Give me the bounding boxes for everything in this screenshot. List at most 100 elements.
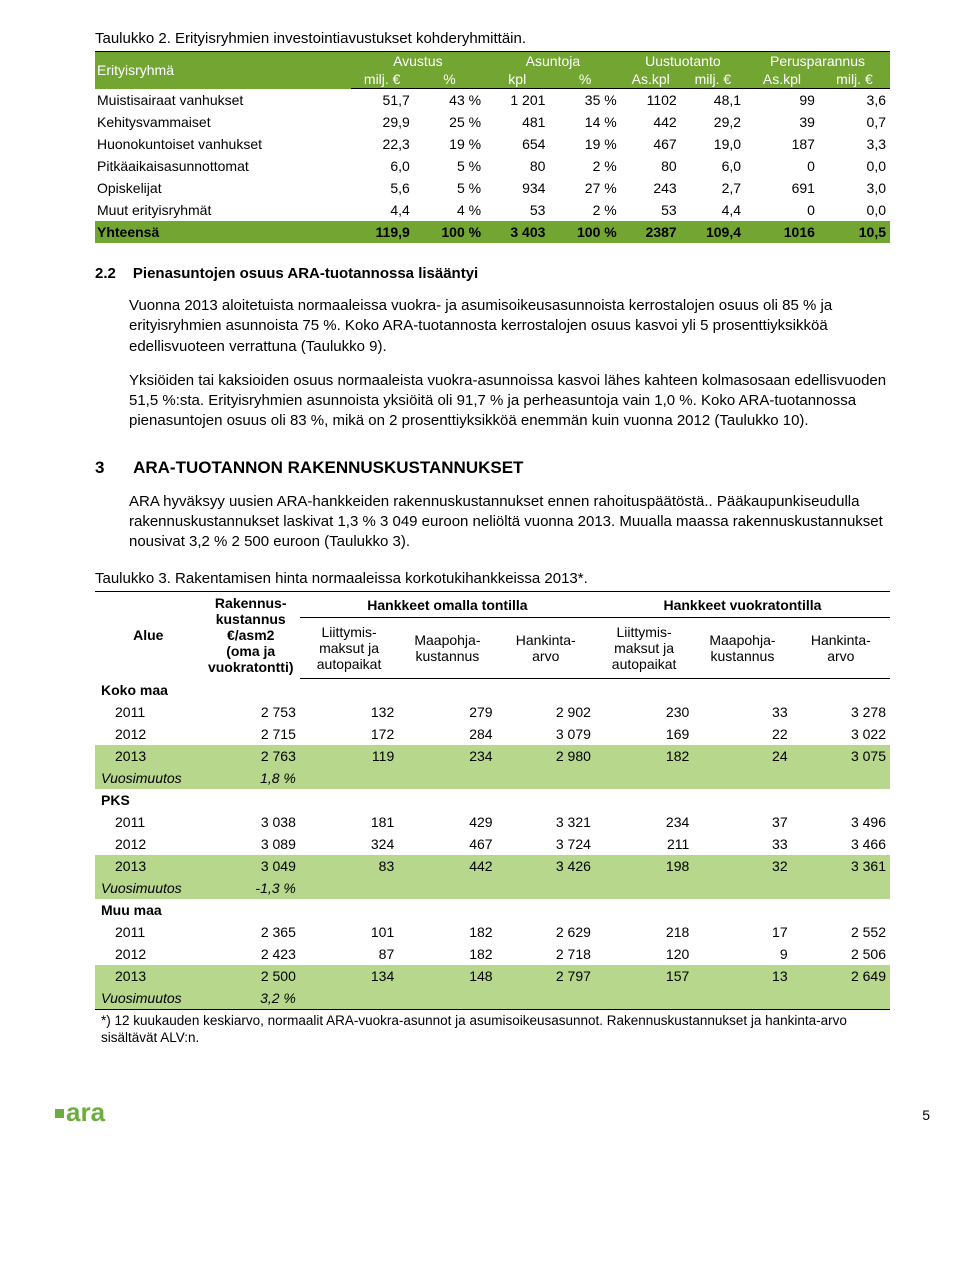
table3: Alue Rakennus- kustannus €/asm2 (oma ja … (95, 591, 890, 1010)
change-value: 1,8 % (202, 767, 300, 789)
table1-caption: Taulukko 2. Erityisryhmien investointiav… (95, 30, 890, 47)
t3-h-rakennus: Rakennus- kustannus €/asm2 (oma ja vuokr… (202, 592, 300, 679)
sec3-p1: ARA hyväksyy uusien ARA-hankkeiden raken… (129, 492, 890, 553)
cell: 4,4 (681, 199, 745, 221)
cell: 2 506 (792, 943, 890, 965)
cell: 53 (485, 199, 549, 221)
cell: 80 (621, 155, 681, 177)
table-row: 20112 7531322792 902230333 278 (95, 701, 890, 723)
cell: 53 (621, 199, 681, 221)
cell: 3 466 (792, 833, 890, 855)
cell: 2 552 (792, 921, 890, 943)
cell: 2 718 (497, 943, 595, 965)
cell: 27 % (549, 177, 620, 199)
t1-h-g4b: milj. € (819, 70, 890, 89)
year-cell: 2013 (95, 965, 202, 987)
cell: 120 (595, 943, 693, 965)
t1-h-uustuotanto: Uustuotanto (621, 52, 745, 71)
t1-h-g2b: % (549, 70, 620, 89)
cell: 3 038 (202, 811, 300, 833)
cell: 6,0 (681, 155, 745, 177)
cell: 691 (745, 177, 819, 199)
cell: 654 (485, 133, 549, 155)
cell: 157 (595, 965, 693, 987)
cell: 2 500 (202, 965, 300, 987)
cell: 3 022 (792, 723, 890, 745)
table-row: 20122 7151722843 079169223 022 (95, 723, 890, 745)
cell: 22 (693, 723, 791, 745)
change-row: Vuosimuutos1,8 % (95, 767, 890, 789)
t1-h-g2a: kpl (485, 70, 549, 89)
cell: 2387 (621, 221, 681, 243)
cell: 3,3 (819, 133, 890, 155)
cell: 211 (595, 833, 693, 855)
cell: 2 715 (202, 723, 300, 745)
empty-cell (693, 987, 791, 1010)
cell: 2 % (549, 199, 620, 221)
empty-cell (693, 767, 791, 789)
cell: 29,2 (681, 111, 745, 133)
t3-h-hank2: Hankinta- arvo (792, 617, 890, 678)
table-row: Muistisairaat vanhukset51,743 %1 20135 %… (95, 89, 890, 112)
year-cell: 2011 (95, 811, 202, 833)
cell: 3 089 (202, 833, 300, 855)
cell: 148 (398, 965, 496, 987)
empty-cell (300, 767, 398, 789)
change-value: 3,2 % (202, 987, 300, 1010)
cell: 100 % (414, 221, 485, 243)
cell: 22,3 (351, 133, 414, 155)
table-row: Opiskelijat5,65 %93427 %2432,76913,0 (95, 177, 890, 199)
change-label: Vuosimuutos (95, 767, 202, 789)
empty-cell (792, 877, 890, 899)
page-footer: ara 5 (95, 1097, 890, 1137)
table-row: Pitkäaikaisasunnottomat6,05 %802 %806,00… (95, 155, 890, 177)
cell: 3 361 (792, 855, 890, 877)
cell: 5 % (414, 155, 485, 177)
t3-h-maa1: Maapohja- kustannus (398, 617, 496, 678)
cell: 1102 (621, 89, 681, 112)
cell: 9 (693, 943, 791, 965)
cell: 87 (300, 943, 398, 965)
t1-h-g4a: As.kpl (745, 70, 819, 89)
cell: 0,0 (819, 155, 890, 177)
cell: 2 797 (497, 965, 595, 987)
page-number: 5 (922, 1107, 930, 1123)
cell: 33 (693, 833, 791, 855)
section-title-row: Muu maa (95, 899, 890, 921)
cell: 0 (745, 155, 819, 177)
change-row: Vuosimuutos-1,3 % (95, 877, 890, 899)
empty-cell (595, 767, 693, 789)
empty-cell (497, 987, 595, 1010)
cell: 25 % (414, 111, 485, 133)
cell: 48,1 (681, 89, 745, 112)
cell: 934 (485, 177, 549, 199)
empty-cell (595, 987, 693, 1010)
t3-h-maa2: Maapohja- kustannus (693, 617, 791, 678)
t1-h-g3b: milj. € (681, 70, 745, 89)
cell: 234 (595, 811, 693, 833)
row-label: Muistisairaat vanhukset (95, 89, 351, 112)
cell: 3 049 (202, 855, 300, 877)
cell: 3,6 (819, 89, 890, 112)
cell: 4,4 (351, 199, 414, 221)
cell: 10,5 (819, 221, 890, 243)
cell: 243 (621, 177, 681, 199)
row-label: Yhteensä (95, 221, 351, 243)
empty-cell (792, 767, 890, 789)
t3-h-hank1: Hankinta- arvo (497, 617, 595, 678)
year-cell: 2013 (95, 745, 202, 767)
cell: 17 (693, 921, 791, 943)
cell: 19 % (549, 133, 620, 155)
cell: 284 (398, 723, 496, 745)
cell: 467 (398, 833, 496, 855)
sec3-heading: 3 ARA-TUOTANNON RAKENNUSKUSTANNUKSET (95, 458, 890, 478)
cell: 5,6 (351, 177, 414, 199)
cell: 99 (745, 89, 819, 112)
cell: 279 (398, 701, 496, 723)
table-row: 20113 0381814293 321234373 496 (95, 811, 890, 833)
total-row: Yhteensä119,9100 %3 403100 %2387109,4101… (95, 221, 890, 243)
cell: 3 075 (792, 745, 890, 767)
year-cell: 2012 (95, 833, 202, 855)
cell: 2 753 (202, 701, 300, 723)
cell: 43 % (414, 89, 485, 112)
